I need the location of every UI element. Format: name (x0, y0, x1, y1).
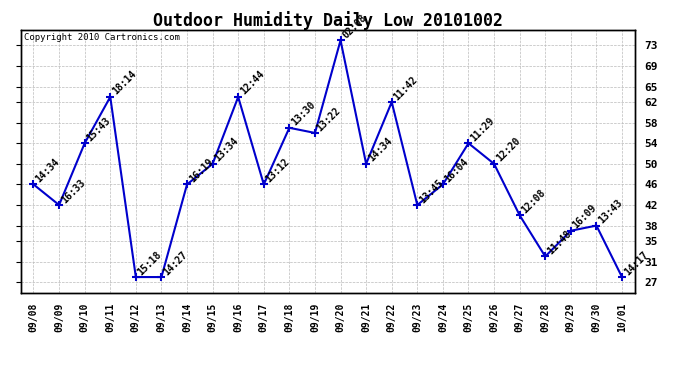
Text: 14:34: 14:34 (34, 157, 61, 184)
Text: 13:34: 13:34 (213, 136, 240, 164)
Text: 15:18: 15:18 (136, 249, 164, 277)
Text: 02:08: 02:08 (341, 12, 368, 40)
Text: 13:22: 13:22 (315, 105, 343, 133)
Text: 12:20: 12:20 (494, 136, 522, 164)
Text: 15:43: 15:43 (85, 116, 112, 143)
Title: Outdoor Humidity Daily Low 20101002: Outdoor Humidity Daily Low 20101002 (152, 11, 503, 30)
Text: 14:34: 14:34 (366, 136, 394, 164)
Text: 16:04: 16:04 (443, 157, 471, 184)
Text: 13:45: 13:45 (417, 177, 445, 205)
Text: 13:12: 13:12 (264, 157, 292, 184)
Text: 11:42: 11:42 (392, 74, 420, 102)
Text: 13:43: 13:43 (596, 198, 624, 226)
Text: 12:44: 12:44 (238, 69, 266, 97)
Text: Copyright 2010 Cartronics.com: Copyright 2010 Cartronics.com (23, 33, 179, 42)
Text: 11:29: 11:29 (469, 116, 496, 143)
Text: 18:14: 18:14 (110, 69, 138, 97)
Text: 12:08: 12:08 (520, 188, 547, 215)
Text: 14:27: 14:27 (161, 249, 189, 277)
Text: 16:33: 16:33 (59, 177, 87, 205)
Text: 14:17: 14:17 (622, 249, 650, 277)
Text: 16:09: 16:09 (571, 203, 599, 231)
Text: 16:19: 16:19 (187, 157, 215, 184)
Text: 13:30: 13:30 (289, 100, 317, 128)
Text: 11:48: 11:48 (545, 229, 573, 256)
